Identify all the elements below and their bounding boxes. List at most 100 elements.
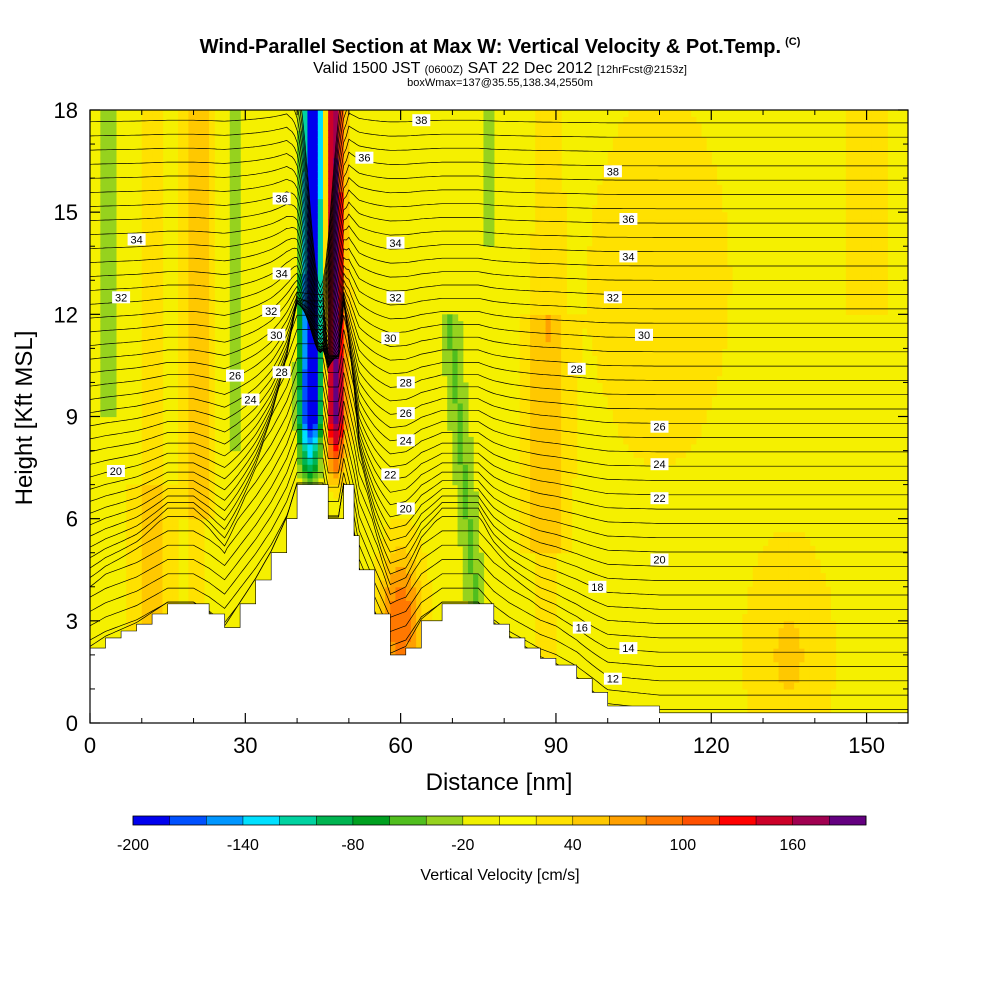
velocity-cell (555, 396, 562, 404)
velocity-cell (876, 198, 883, 206)
velocity-cell (152, 355, 158, 363)
velocity-cell (685, 314, 692, 322)
velocity-cell (706, 307, 712, 315)
velocity-cell (193, 355, 200, 363)
velocity-cell (882, 137, 888, 145)
velocity-cell (587, 266, 593, 275)
velocity-cell (209, 184, 215, 193)
velocity-cell (312, 171, 319, 179)
velocity-cell (110, 300, 117, 309)
velocity-cell (193, 443, 200, 452)
velocity-cell (607, 239, 614, 247)
velocity-cell (198, 293, 205, 302)
velocity-cell (654, 150, 661, 159)
velocity-cell (773, 545, 780, 554)
velocity-cell (317, 137, 324, 145)
velocity-cell (100, 144, 107, 152)
velocity-cell (188, 436, 195, 445)
velocity-cell (100, 402, 107, 411)
velocity-cell (100, 314, 107, 322)
velocity-cell (234, 218, 241, 227)
velocity-cell (198, 579, 205, 588)
velocity-cell (695, 396, 702, 404)
velocity-cell (203, 259, 210, 268)
velocity-cell (188, 375, 195, 384)
velocity-cell (297, 144, 303, 152)
velocity-cell (664, 375, 671, 384)
velocity-cell (856, 164, 863, 172)
velocity-cell (700, 280, 707, 288)
velocity-cell (794, 579, 800, 588)
velocity-cell (322, 123, 329, 132)
velocity-cell (229, 430, 236, 438)
velocity-cell (183, 416, 189, 424)
velocity-cell (555, 110, 562, 118)
velocity-cell (229, 164, 236, 172)
velocity-cell (467, 552, 474, 561)
velocity-cell (146, 464, 153, 472)
velocity-cell (680, 137, 686, 145)
velocity-cell (146, 198, 153, 206)
velocity-cell (178, 178, 184, 186)
velocity-cell (711, 287, 718, 295)
velocity-cell (856, 123, 863, 132)
velocity-cell (851, 307, 857, 315)
velocity-cell (188, 198, 195, 206)
velocity-cell (669, 191, 676, 200)
potential-temperature-contours (90, 110, 908, 710)
velocity-cell (654, 368, 661, 377)
velocity-cell (861, 239, 868, 247)
velocity-cell (100, 266, 107, 275)
velocity-cell (307, 178, 314, 186)
velocity-cell (322, 382, 329, 390)
velocity-cell (535, 191, 542, 200)
velocity-cell (700, 253, 707, 261)
velocity-cell (183, 396, 189, 404)
velocity-cell (623, 293, 630, 302)
velocity-cell (540, 396, 547, 404)
velocity-cell (763, 559, 769, 567)
velocity-cell (700, 362, 707, 370)
velocity-cell (141, 457, 148, 465)
velocity-cell (312, 184, 319, 193)
velocity-cell (861, 287, 868, 295)
velocity-cell (519, 470, 526, 479)
velocity-cell (669, 314, 676, 322)
velocity-cell (328, 144, 334, 152)
velocity-cell (198, 178, 205, 186)
velocity-cell (788, 545, 795, 554)
velocity-cell (561, 287, 567, 295)
velocity-cell (545, 511, 552, 520)
velocity-cell (555, 511, 562, 520)
valid-utc: (0600Z) (424, 64, 464, 76)
velocity-cell (566, 396, 573, 404)
velocity-cell (571, 436, 578, 445)
velocity-cell (669, 341, 676, 349)
velocity-cell (690, 355, 697, 363)
velocity-cell (778, 552, 785, 561)
velocity-cell (814, 641, 821, 649)
velocity-cell (203, 389, 210, 397)
velocity-cell (612, 396, 619, 404)
velocity-cell (871, 218, 878, 227)
velocity-cell (530, 314, 536, 322)
velocity-cell (105, 198, 112, 206)
velocity-cell (555, 389, 562, 397)
velocity-cell (545, 450, 552, 458)
velocity-cell (690, 300, 697, 309)
velocity-cell (706, 191, 712, 200)
velocity-cell (788, 620, 795, 629)
velocity-cell (876, 218, 883, 227)
velocity-cell (488, 157, 495, 166)
velocity-cell (338, 430, 345, 438)
velocity-cell (426, 586, 433, 595)
velocity-cell (612, 287, 619, 295)
velocity-cell (685, 171, 692, 179)
velocity-cell (550, 191, 557, 200)
velocity-cell (545, 314, 552, 322)
velocity-cell (618, 355, 624, 363)
velocity-cell (540, 518, 547, 527)
velocity-cell (234, 443, 241, 452)
velocity-cell (162, 586, 169, 595)
velocity-cell (317, 198, 324, 206)
